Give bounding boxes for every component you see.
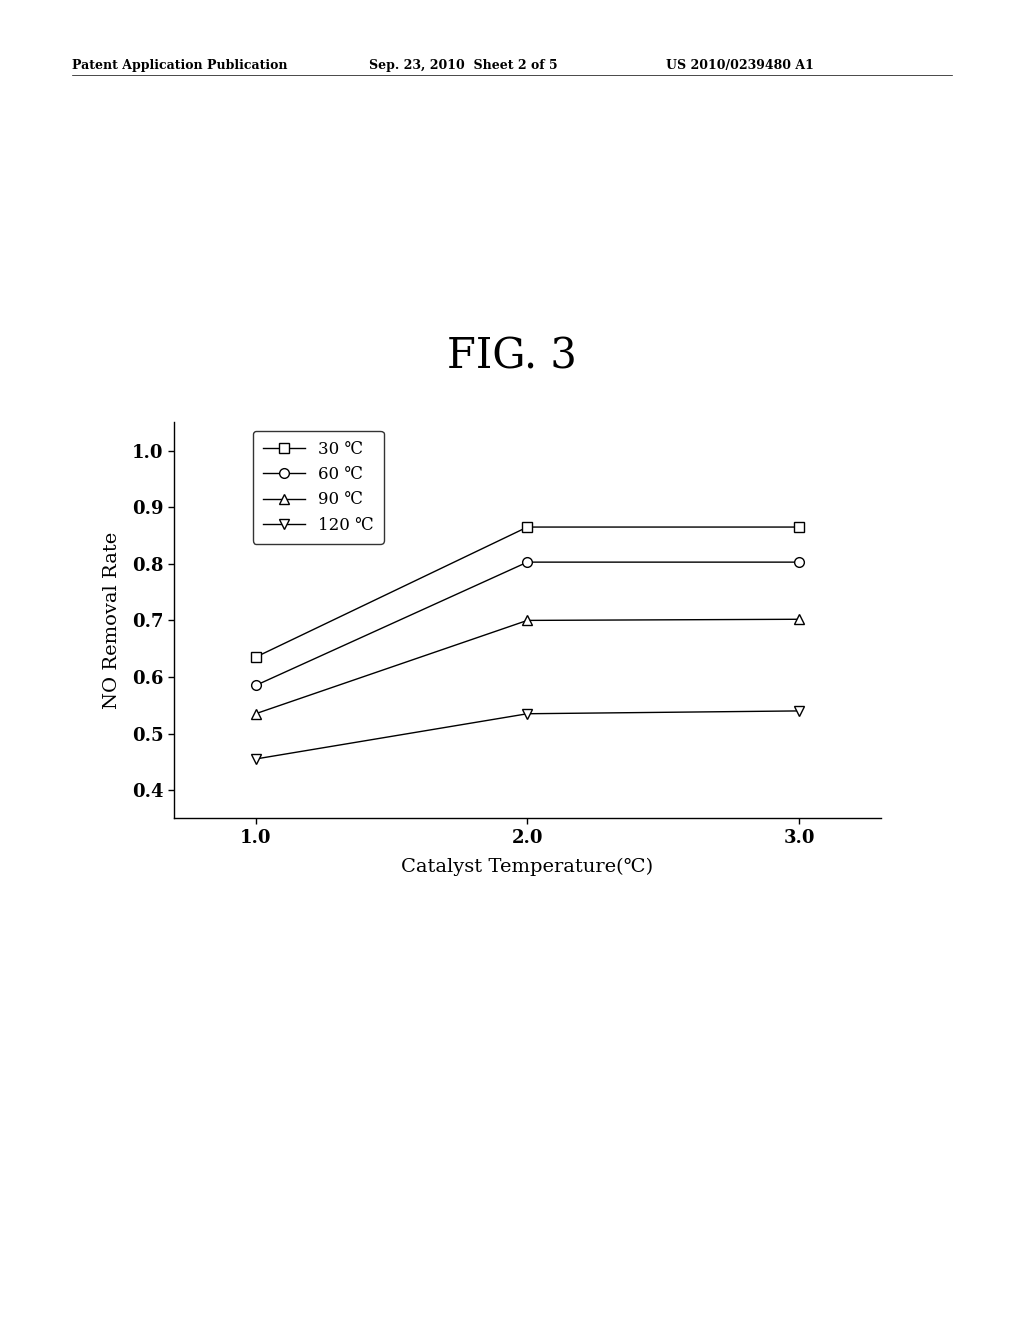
60 ℃: [793, 554, 805, 570]
Line: 30 ℃: 30 ℃: [251, 523, 804, 663]
120 ℃: [521, 706, 534, 722]
Line: 60 ℃: 60 ℃: [251, 557, 804, 690]
90 ℃: [793, 611, 805, 627]
30 ℃: [521, 519, 534, 535]
30 ℃: [793, 519, 805, 535]
Text: FIG. 3: FIG. 3: [447, 335, 577, 378]
Text: US 2010/0239480 A1: US 2010/0239480 A1: [666, 59, 813, 73]
90 ℃: [521, 612, 534, 628]
Line: 120 ℃: 120 ℃: [251, 706, 804, 764]
Text: Patent Application Publication: Patent Application Publication: [72, 59, 287, 73]
X-axis label: Catalyst Temperature(℃): Catalyst Temperature(℃): [401, 858, 653, 876]
120 ℃: [250, 751, 262, 767]
Y-axis label: NO Removal Rate: NO Removal Rate: [103, 532, 121, 709]
90 ℃: [250, 706, 262, 722]
60 ℃: [521, 554, 534, 570]
120 ℃: [793, 704, 805, 719]
Line: 90 ℃: 90 ℃: [251, 614, 804, 718]
30 ℃: [250, 649, 262, 665]
Text: Sep. 23, 2010  Sheet 2 of 5: Sep. 23, 2010 Sheet 2 of 5: [369, 59, 557, 73]
60 ℃: [250, 677, 262, 693]
Legend: 30 ℃, 60 ℃, 90 ℃, 120 ℃: 30 ℃, 60 ℃, 90 ℃, 120 ℃: [253, 430, 384, 544]
